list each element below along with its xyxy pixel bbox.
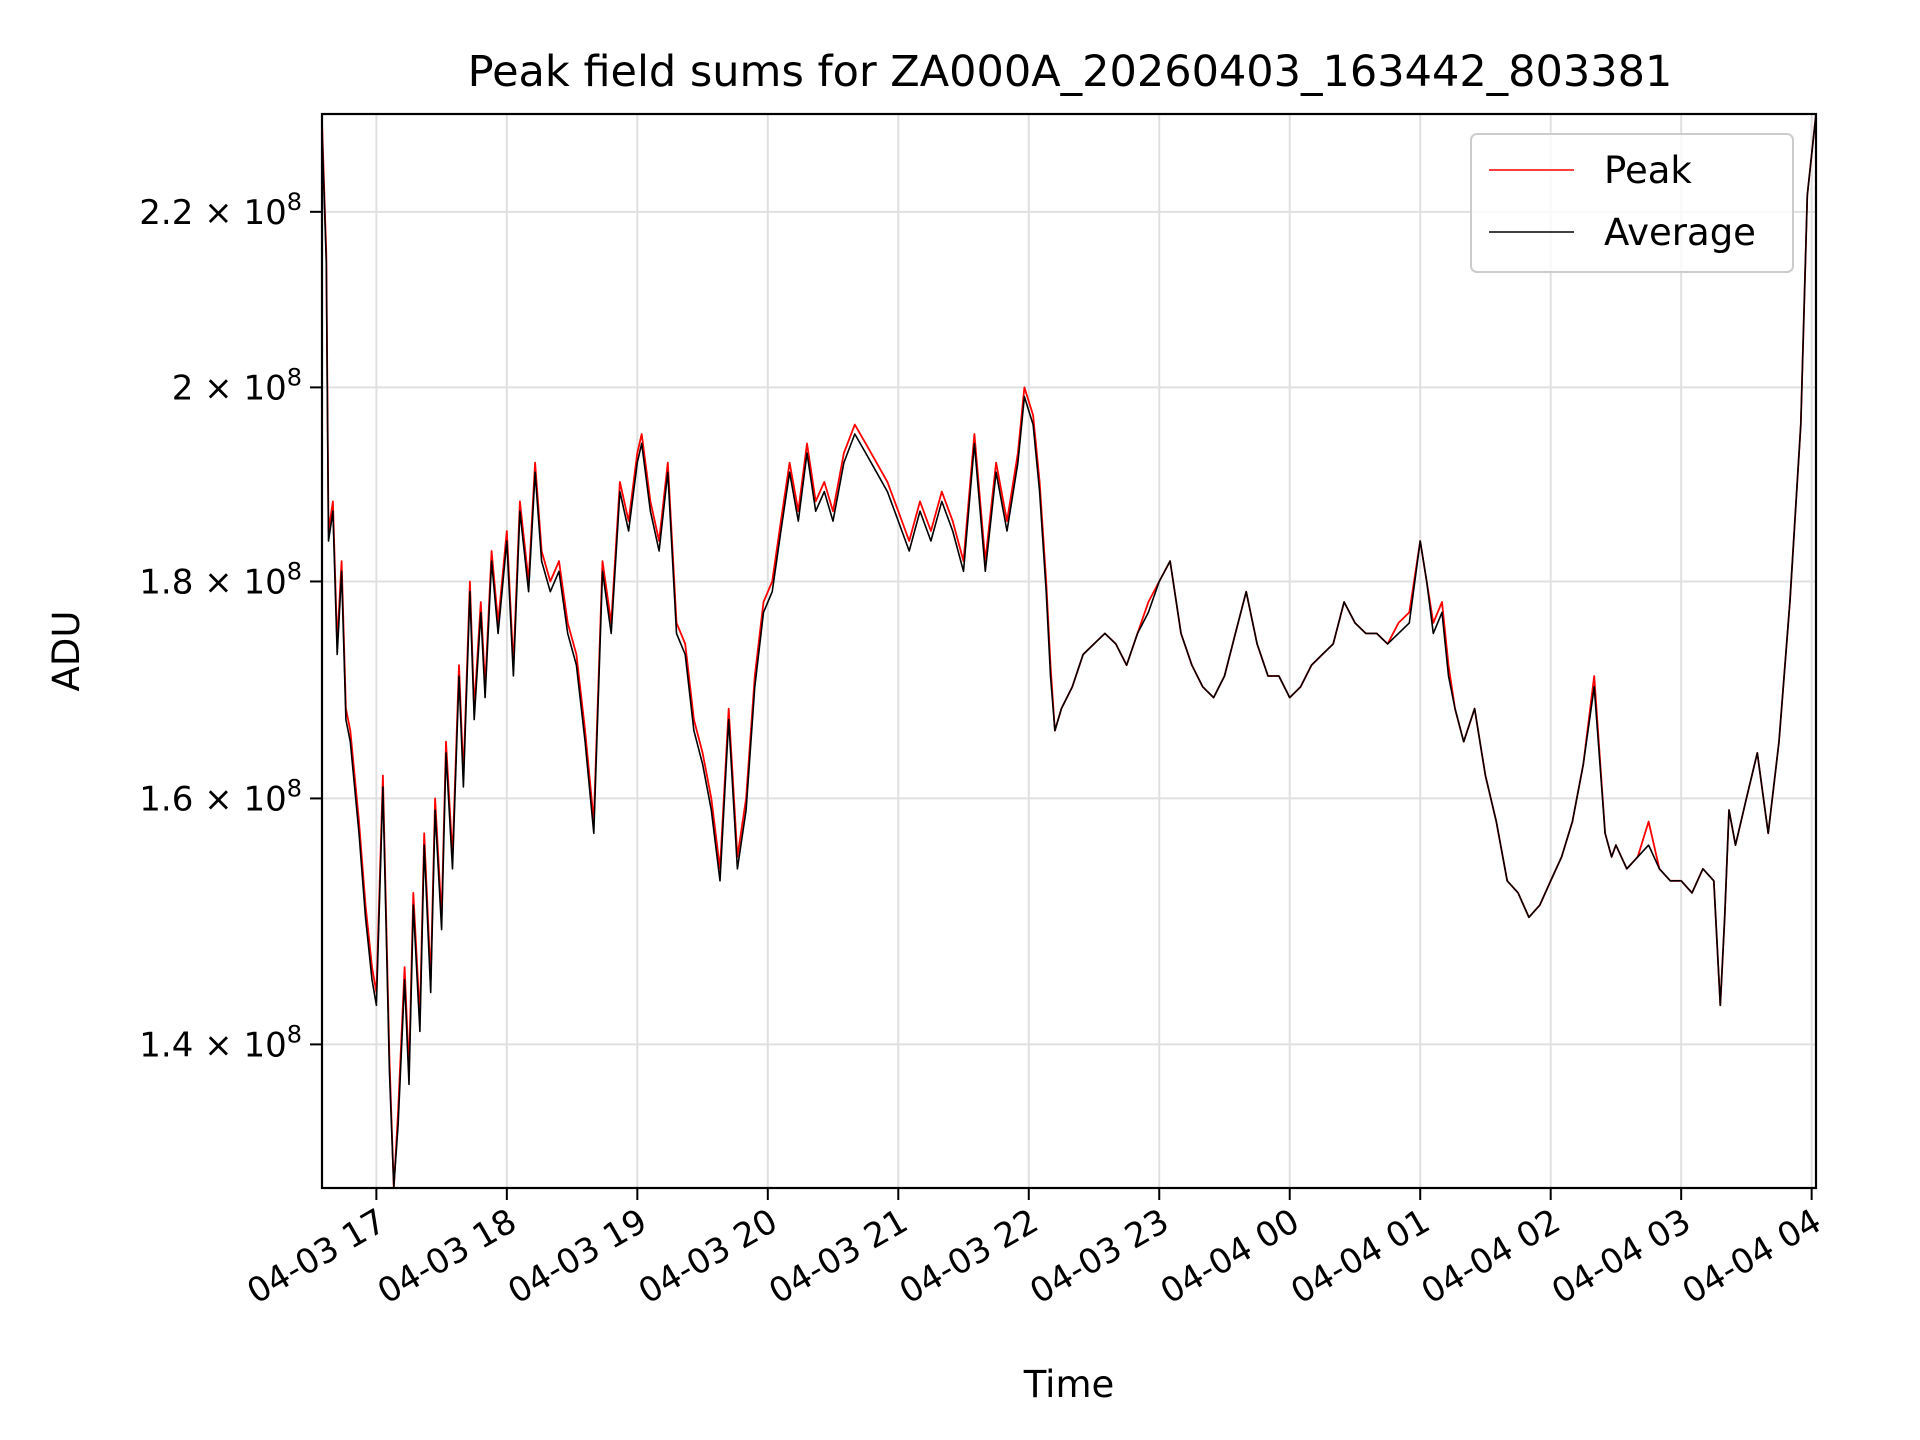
- legend-label-average: Average: [1604, 211, 1756, 254]
- y-tick-label: 1.8 × 108: [139, 557, 302, 602]
- y-tick-label: 2.2 × 108: [139, 188, 302, 233]
- y-axis: 1.4 × 108 1.6 × 108 1.8 × 108 2 × 108 2.2 × …: [139, 188, 322, 1065]
- plot-frame: [320, 112, 1818, 1190]
- plot-lines: [321, 113, 1817, 1189]
- y-tick-label: 1.4 × 108: [139, 1020, 302, 1065]
- y-axis-label: ADU: [45, 611, 88, 692]
- grid-lines: [322, 114, 1816, 1188]
- legend: Peak Average: [1470, 133, 1794, 273]
- y-tick-label: 2 × 108: [172, 363, 302, 408]
- y-tick-label: 1.6 × 108: [139, 774, 302, 819]
- chart-title: Peak field sums for ZA000A_20260403_1634…: [468, 47, 1673, 97]
- x-axis-label: Time: [1023, 1363, 1115, 1406]
- legend-box: [1470, 133, 1794, 273]
- legend-label-peak: Peak: [1604, 149, 1692, 192]
- series-line-average: [321, 113, 1817, 1188]
